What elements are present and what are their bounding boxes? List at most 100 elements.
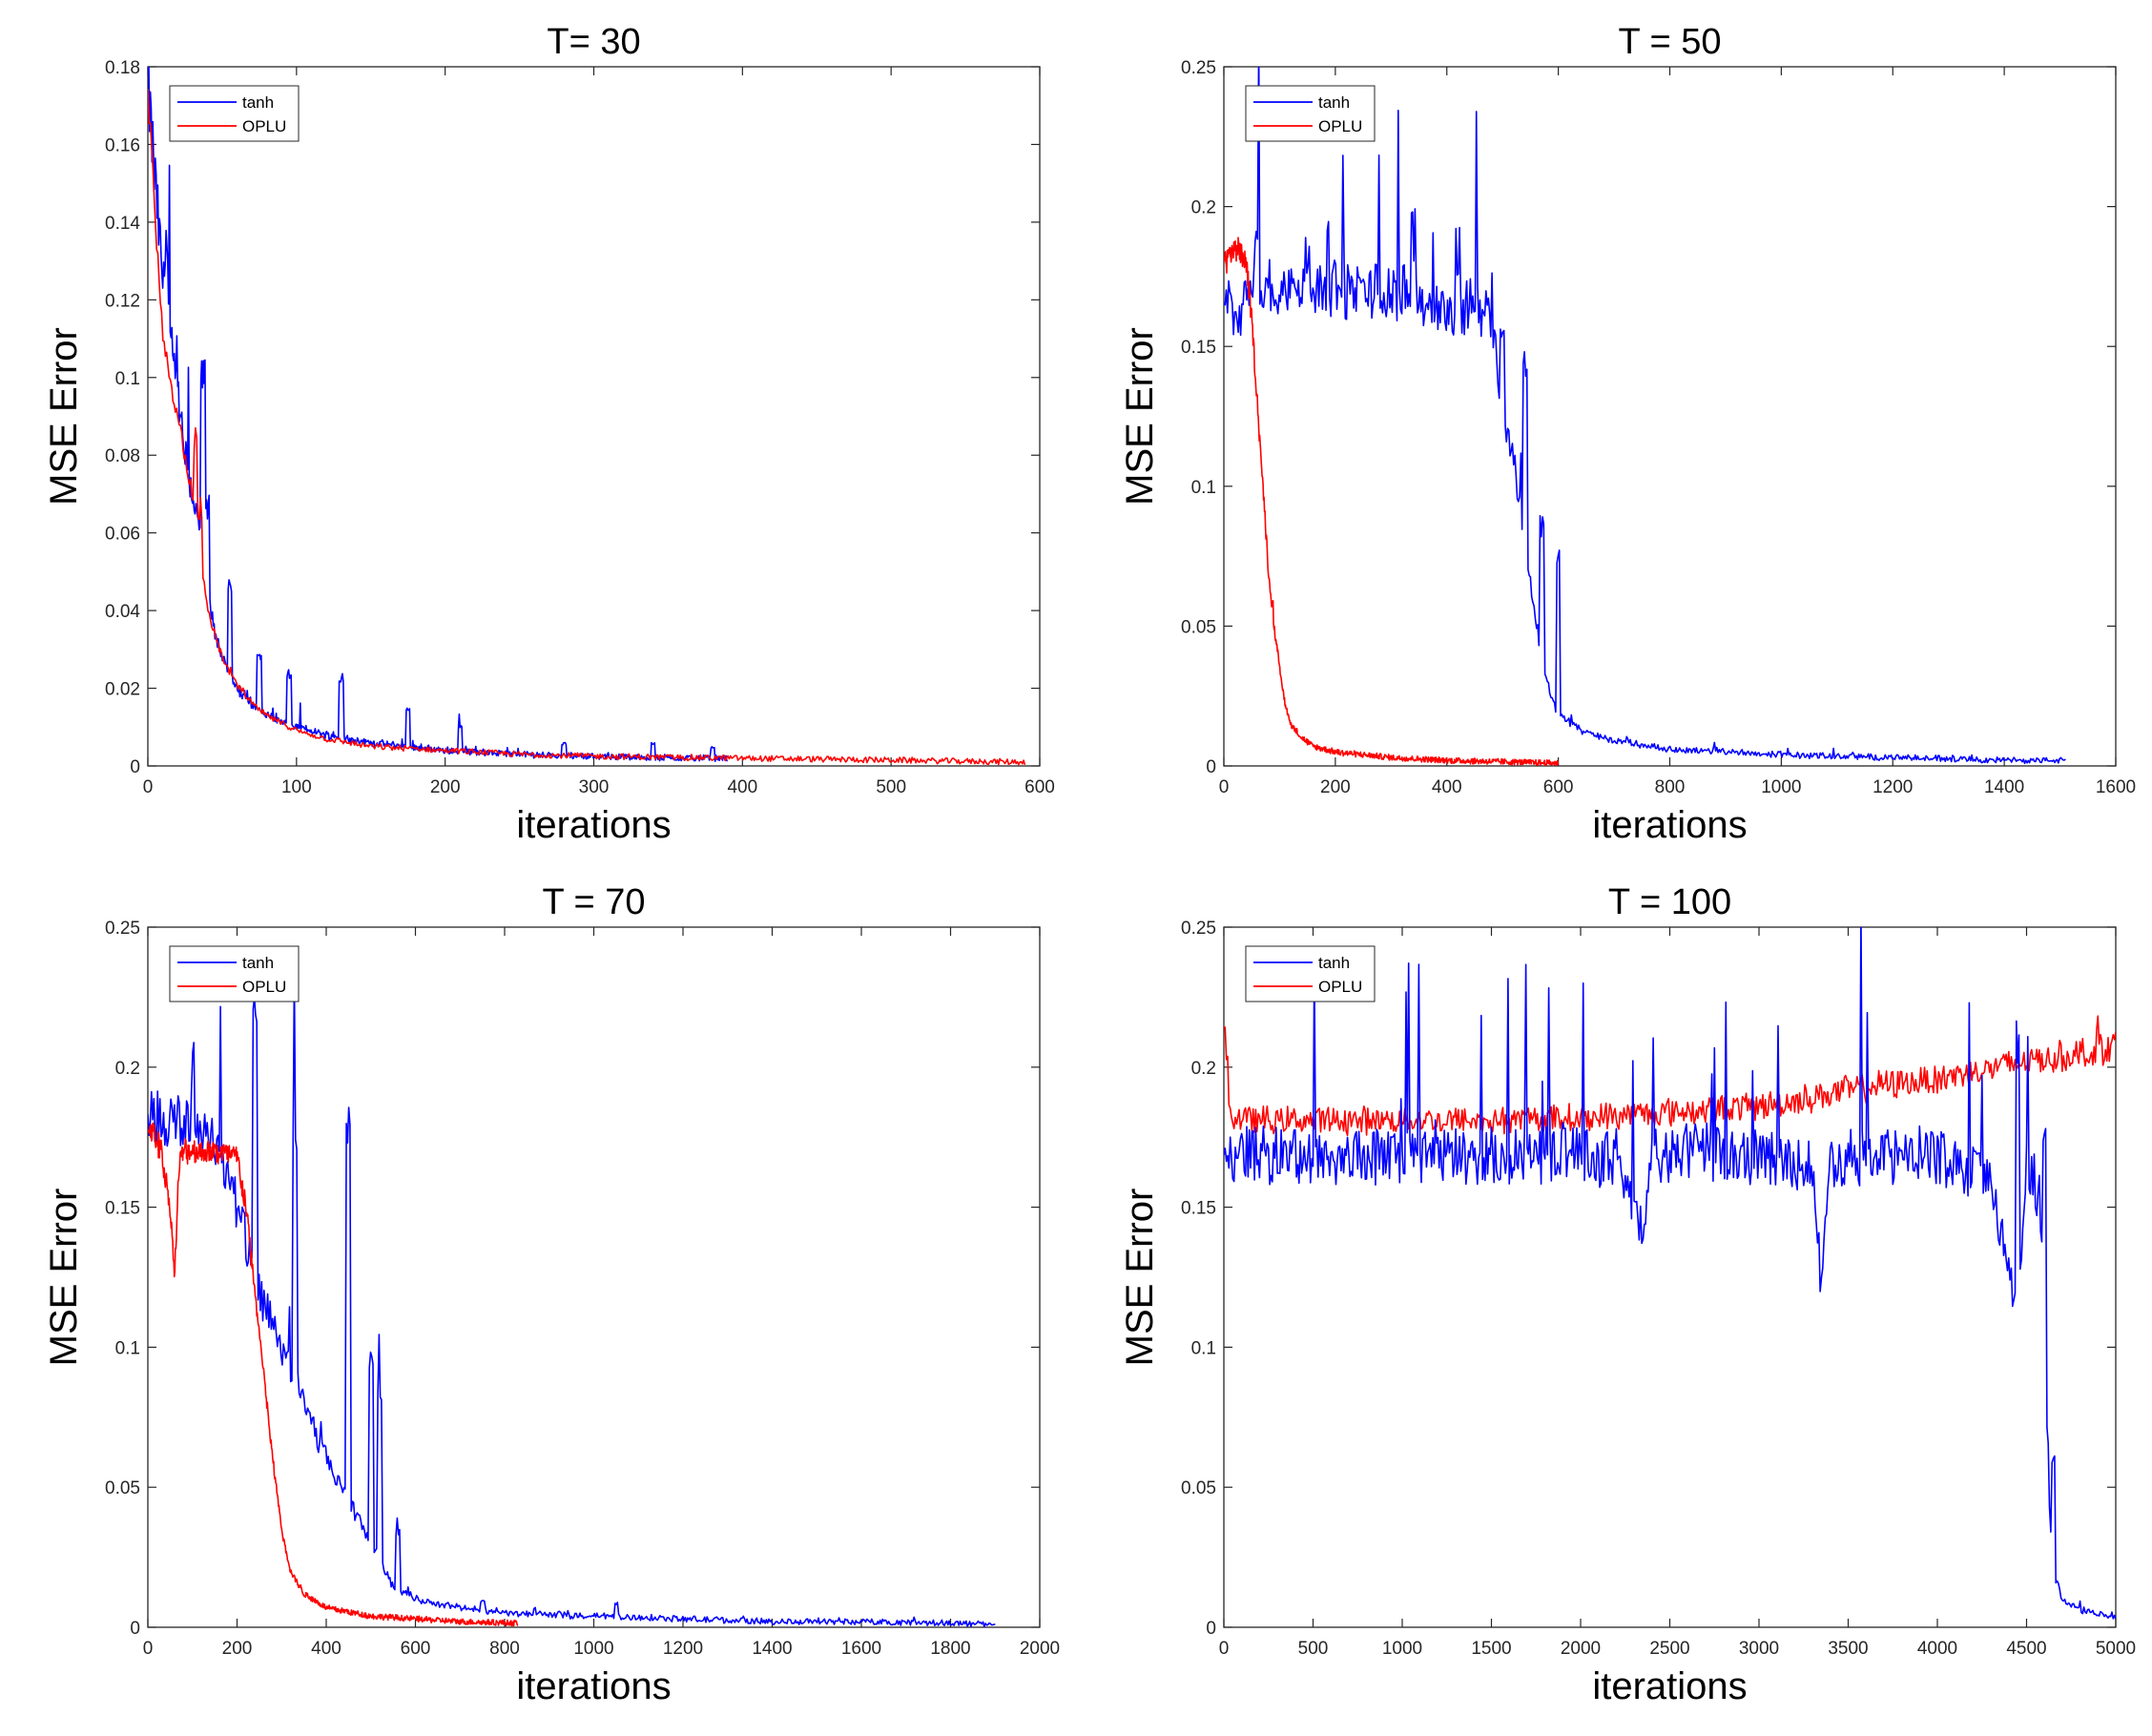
series-line-oplu — [148, 89, 1026, 766]
series-line-oplu — [1224, 237, 1560, 766]
x-tick-label: 1200 — [663, 1639, 703, 1659]
x-tick-label: 800 — [1655, 777, 1686, 797]
chart-title: T = 100 — [1608, 882, 1731, 922]
y-tick-label: 0.18 — [105, 58, 140, 78]
y-tick-label: 0 — [130, 1619, 140, 1639]
y-tick-label: 0.25 — [105, 919, 140, 939]
series-line-tanh — [148, 975, 996, 1627]
y-tick-label: 0.2 — [1191, 198, 1216, 218]
legend-box — [1245, 85, 1376, 142]
y-tick-label: 0.25 — [1181, 58, 1216, 78]
legend-label: tanh — [242, 93, 274, 112]
y-tick-label: 0.2 — [1191, 1059, 1216, 1079]
x-tick-label: 3000 — [1739, 1639, 1779, 1659]
x-tick-label: 600 — [1024, 777, 1055, 797]
x-tick-label: 600 — [1543, 777, 1574, 797]
plot-area — [147, 66, 1041, 767]
y-tick-label: 0.14 — [105, 214, 140, 234]
y-tick-label: 0.04 — [105, 602, 140, 622]
legend-box — [169, 85, 300, 142]
x-tick-label: 4000 — [1917, 1639, 1957, 1659]
legend-box — [169, 945, 300, 1002]
y-tick-label: 0.1 — [1191, 478, 1216, 498]
x-tick-label: 3500 — [1828, 1639, 1868, 1659]
y-tick-label: 0.08 — [105, 446, 140, 466]
y-tick-label: 0 — [1206, 757, 1216, 777]
x-tick-label: 1000 — [573, 1639, 613, 1659]
legend-label: tanh — [1318, 954, 1350, 972]
legend-label: OPLU — [242, 117, 286, 135]
x-axis-label: iterations — [516, 804, 671, 846]
y-tick-label: 0.06 — [105, 525, 140, 545]
x-tick-label: 1200 — [1873, 777, 1913, 797]
chart-panel-1: 0 100 200 300 400 500 600 0 0.02 0.04 0.06 0.08 0.1 0… — [43, 22, 1055, 846]
y-tick-label: 0.05 — [105, 1478, 140, 1498]
chart-panel-2: 0 200 400 600 800 1000 1200 1400 1600 0 0.05 0.1 0.1… — [1119, 22, 2136, 846]
y-tick-label: 0.1 — [115, 369, 140, 389]
x-tick-label: 0 — [1219, 777, 1230, 797]
x-tick-label: 1400 — [1984, 777, 2024, 797]
x-tick-label: 0 — [1219, 1639, 1230, 1659]
x-tick-label: 1000 — [1761, 777, 1801, 797]
x-tick-label: 2500 — [1649, 1639, 1689, 1659]
x-tick-label: 1600 — [841, 1639, 881, 1659]
series-line-tanh — [1224, 67, 2066, 765]
y-tick-label: 0.02 — [105, 680, 140, 700]
x-tick-label: 800 — [489, 1639, 520, 1659]
x-tick-label: 100 — [281, 777, 312, 797]
x-tick-label: 400 — [727, 777, 757, 797]
x-tick-label: 200 — [430, 777, 461, 797]
x-tick-label: 500 — [876, 777, 906, 797]
y-axis-label: MSE Error — [1119, 1188, 1161, 1367]
x-tick-label: 1400 — [752, 1639, 792, 1659]
legend-label: OPLU — [1318, 117, 1362, 135]
x-tick-label: 300 — [579, 777, 610, 797]
x-axis-label: iterations — [516, 1665, 671, 1707]
x-tick-label: 1500 — [1471, 1639, 1511, 1659]
x-tick-label: 5000 — [2096, 1639, 2136, 1659]
legend-label: OPLU — [242, 978, 286, 996]
x-tick-label: 2000 — [1561, 1639, 1601, 1659]
plot-area — [1223, 66, 2117, 767]
chart-title: T = 70 — [542, 882, 645, 922]
y-tick-label: 0.1 — [115, 1338, 140, 1358]
y-tick-label: 0.15 — [105, 1199, 140, 1219]
x-tick-label: 200 — [1320, 777, 1351, 797]
series-line-tanh — [1224, 927, 2116, 1620]
legend-label: OPLU — [1318, 978, 1362, 996]
y-tick-label: 0.2 — [115, 1059, 140, 1079]
y-tick-label: 0.12 — [105, 291, 140, 311]
x-tick-label: 500 — [1298, 1639, 1329, 1659]
x-tick-label: 0 — [143, 777, 154, 797]
x-tick-label: 200 — [222, 1639, 253, 1659]
chart-title: T= 30 — [547, 22, 640, 62]
y-tick-label: 0.05 — [1181, 1478, 1216, 1498]
series-line-oplu — [1224, 1015, 2116, 1137]
chart-panel-4: 0 500 1000 1500 2000 2500 3000 3500 4000 4500 5000… — [1119, 882, 2136, 1707]
x-tick-label: 0 — [143, 1639, 154, 1659]
y-tick-label: 0 — [1206, 1619, 1216, 1639]
y-tick-label: 0.15 — [1181, 1199, 1216, 1219]
x-tick-label: 600 — [401, 1639, 431, 1659]
legend-label: tanh — [1318, 93, 1350, 112]
x-tick-label: 4500 — [2006, 1639, 2046, 1659]
legend-box — [1245, 945, 1376, 1002]
y-axis-label: MSE Error — [43, 327, 85, 506]
x-tick-label: 1000 — [1382, 1639, 1422, 1659]
legend-label: tanh — [242, 954, 274, 972]
chart-title: T = 50 — [1618, 22, 1721, 62]
plot-area — [147, 926, 1041, 1628]
y-tick-label: 0.16 — [105, 135, 140, 155]
plot-area — [1223, 926, 2117, 1628]
chart-panel-3: 0 200 400 600 800 1000 1200 1400 1600 1800 2000 0 0.… — [43, 882, 1060, 1707]
y-tick-label: 0.05 — [1181, 617, 1216, 637]
x-axis-label: iterations — [1592, 804, 1747, 846]
y-axis-label: MSE Error — [43, 1188, 85, 1367]
series-line-oplu — [148, 1122, 519, 1627]
x-tick-label: 1600 — [2096, 777, 2136, 797]
x-tick-label: 1800 — [930, 1639, 970, 1659]
y-tick-label: 0.1 — [1191, 1338, 1216, 1358]
x-tick-label: 400 — [1432, 777, 1462, 797]
y-tick-label: 0.15 — [1181, 338, 1216, 358]
